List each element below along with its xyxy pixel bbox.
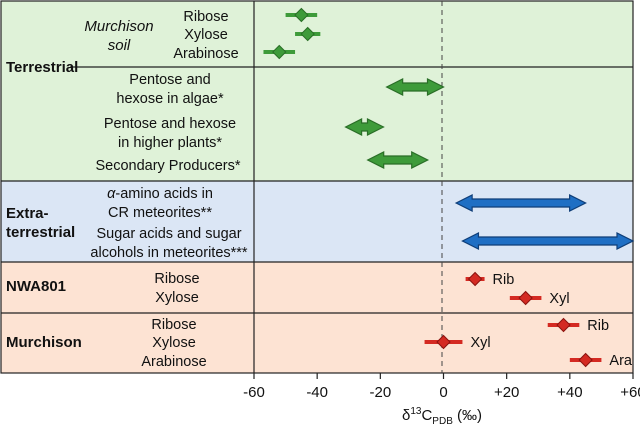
group-label-murchison: Murchison	[6, 334, 82, 351]
x-tick-label-5: +40	[557, 384, 582, 401]
range-arrow-extraterrestrial-sugar-acids-and-sugar-alcohols-in-meteorites	[461, 232, 635, 250]
point-murchison-xylose	[436, 334, 451, 350]
x-tick-label-4: +20	[494, 384, 519, 401]
chart-marks: Rib Xyl Rib Xyl Ara	[263, 7, 635, 369]
row-label-cr-2: CR meteorites**	[108, 205, 212, 221]
x-tick-label-6: +60	[620, 384, 640, 401]
x-axis: -60 -40 -20 0 +20 +40 +60	[243, 373, 640, 401]
row-label-algae-1: Pentose and	[129, 72, 210, 88]
point-tag-murchison-arabinose: Ara	[609, 353, 633, 369]
nwa801-band	[1, 262, 633, 373]
row-label-secondary: Secondary Producers*	[95, 158, 240, 174]
group-label-extraterrestrial-2: terrestrial	[6, 224, 75, 241]
point-tag-murchison-xylose: Xyl	[470, 335, 490, 351]
point-murchison-arabinose	[578, 352, 593, 368]
row-label-murchison-xylose: Xylose	[152, 335, 196, 351]
row-label-murchison-arabinose: Arabinose	[141, 354, 206, 370]
point-tag-nwa801-xylose: Xyl	[549, 291, 569, 307]
point-tag-murchison-ribose: Rib	[587, 318, 609, 334]
row-label-nwa-ribose: Ribose	[154, 271, 199, 287]
row-labels: Ribose Xylose Arabinose Pentose and hexo…	[90, 9, 248, 370]
point-tag-nwa801-ribose: Rib	[493, 272, 515, 288]
point-terrestrial-xylose	[300, 26, 315, 42]
extraterrestrial-band	[1, 181, 633, 262]
point-nwa801-ribose	[467, 271, 483, 287]
row-label-sugar-1: Sugar acids and sugar	[96, 226, 241, 242]
point-nwa801-xylose	[518, 290, 533, 306]
row-label-terrestrial-ribose: Ribose	[183, 9, 228, 25]
x-tick-label-2: -20	[369, 384, 391, 401]
row-label-plants-2: in higher plants*	[118, 135, 222, 151]
row-label-terrestrial-xylose: Xylose	[184, 27, 228, 43]
row-label-sugar-2: alcohols in meteorites***	[90, 245, 248, 261]
row-label-cr-1: α-amino acids in	[107, 186, 213, 202]
row-label-nwa-xylose: Xylose	[155, 290, 199, 306]
row-label-algae-2: hexose in algae*	[116, 91, 224, 107]
x-tick-label-1: -40	[306, 384, 328, 401]
point-murchison-ribose	[556, 317, 571, 333]
row-label-terrestrial-arabinose: Arabinose	[173, 46, 238, 62]
x-tick-label-0: -60	[243, 384, 265, 401]
grid-lines	[0, 0, 634, 374]
terrestrial-band	[1, 1, 633, 181]
point-terrestrial-arabinose	[272, 44, 287, 60]
sublabel-murchison-soil-1: Murchison	[84, 18, 153, 35]
range-arrow-terrestrial-secondary-producers	[366, 151, 430, 169]
group-label-terrestrial: Terrestrial	[6, 59, 78, 76]
range-arrow-terrestrial-pentose-and-hexose-in-algae	[385, 78, 445, 96]
point-terrestrial-ribose	[294, 7, 309, 23]
group-bands	[1, 1, 633, 373]
row-label-plants-1: Pentose and hexose	[104, 116, 236, 132]
group-label-extraterrestrial-1: Extra-	[6, 205, 49, 222]
x-axis-label: δ13CPDB (‰)	[402, 406, 482, 427]
range-arrow-terrestrial-pentose-and-hexose-in-higher-plants	[344, 118, 385, 136]
x-tick-label-3: 0	[439, 384, 447, 401]
sublabel-murchison-soil-2: soil	[108, 37, 131, 54]
row-label-murchison-ribose: Ribose	[151, 317, 196, 333]
group-label-nwa801: NWA801	[6, 278, 66, 295]
range-arrow-extraterrestrial--amino-acids-in-cr-meteorites	[454, 194, 587, 212]
